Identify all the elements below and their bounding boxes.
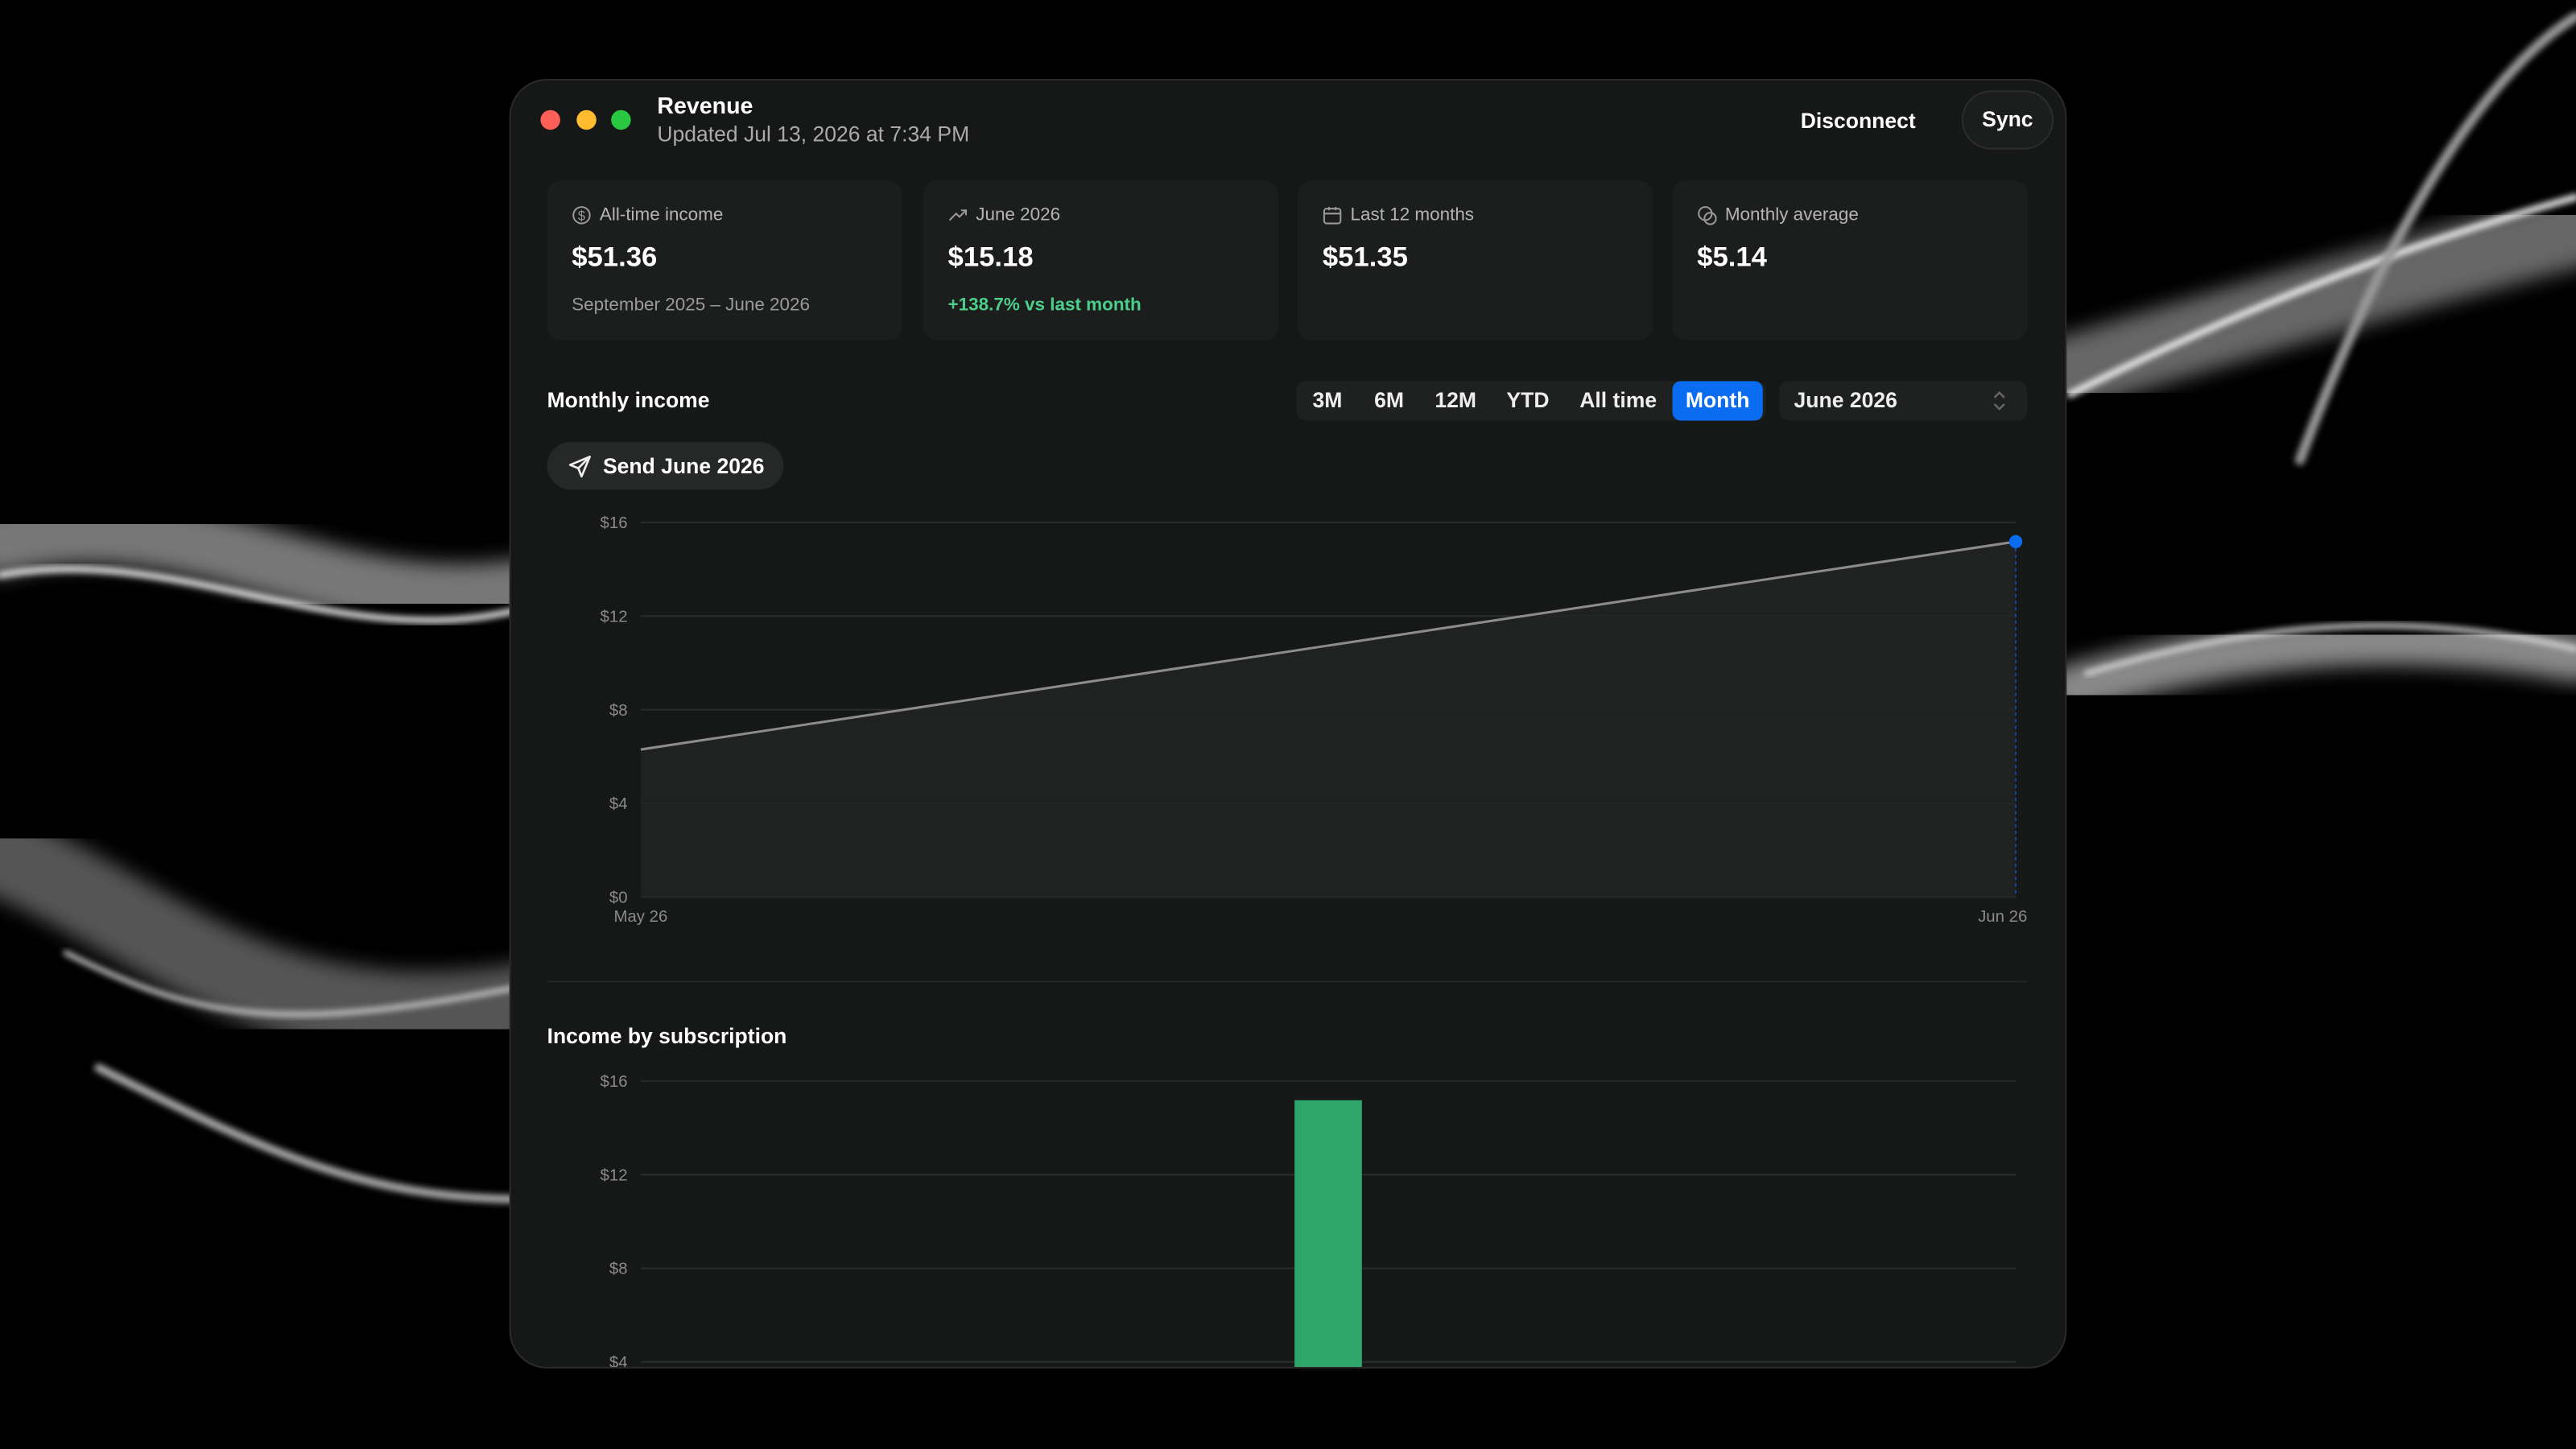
range-button[interactable]: 6M [1374, 387, 1404, 413]
stat-label-text: Last 12 months [1350, 205, 1475, 225]
separator [547, 980, 2028, 983]
send-icon [568, 454, 591, 477]
section-title: Income by subscription [547, 1023, 787, 1049]
stat-label-text: All-time income [599, 205, 724, 225]
send-button-text: Send June 2026 [602, 453, 765, 478]
chart-layer: $0 $4 $8 $12 $16 May 26 Jun 26 $4 $8 $12 $16 [601, 514, 2027, 1367]
period-select-text: June 2026 [1794, 387, 1897, 413]
stat-card: Monthly average $5.14 [1672, 180, 2028, 341]
chevron [1993, 391, 2005, 411]
icon: $ [572, 206, 591, 225]
range-control: 3M 6M 12M YTD All time Month [1296, 381, 1766, 421]
sync-button[interactable]: Sync [1963, 92, 2052, 148]
icon [1698, 206, 1717, 225]
charts: $0 $4 $8 $12 $16 May 26 Jun 26 $4 $8 $12 $16 [601, 514, 2027, 1367]
stat-label: June 2026 [948, 205, 1061, 225]
stat-value: $15.18 [947, 241, 1034, 273]
close-button[interactable] [540, 109, 560, 130]
x-tick-label: May 26 [613, 908, 667, 926]
disconnect-button[interactable]: Disconnect [1800, 108, 1916, 134]
stat-label-text: Monthly average [1724, 205, 1859, 225]
icon [948, 209, 968, 221]
stat-card: $ All-time income $51.36 September 2025 –… [547, 180, 902, 341]
stat-card: June 2026 $15.18 +138.7% vs last month [923, 180, 1278, 341]
x-tick-label: Jun 26 [1978, 908, 2027, 926]
y-tick-label: $0 [609, 889, 628, 906]
stat-value: $51.36 [572, 241, 658, 273]
range-button[interactable]: YTD [1506, 387, 1550, 413]
stat-label-text: June 2026 [976, 205, 1061, 225]
y-tick-label: $12 [601, 608, 628, 625]
window-title: Revenue [657, 92, 753, 118]
app-window: Revenue Updated Jul 13, 2026 at 7:34 PM … [510, 80, 2066, 1367]
window-subtitle: Updated Jul 13, 2026 at 7:34 PM [657, 122, 970, 147]
section-title: Monthly income [547, 387, 710, 413]
zoom-button[interactable] [611, 109, 631, 130]
range-button[interactable]: 3M [1312, 387, 1343, 413]
svg-text:$: $ [578, 208, 585, 223]
icon [1323, 207, 1342, 225]
y-tick-label: $4 [609, 795, 628, 813]
send-button[interactable]: Send June 2026 [547, 441, 784, 490]
bar [1294, 1100, 1362, 1367]
stat-card: Last 12 months $51.35 [1298, 180, 1653, 341]
highlight-point [2008, 535, 2023, 548]
stat-value: $51.35 [1322, 241, 1408, 273]
y-tick-label: $12 [601, 1166, 628, 1184]
y-tick-label: $16 [601, 514, 628, 532]
y-tick-label: $8 [609, 1261, 628, 1278]
line [640, 540, 2017, 751]
stat-value: $5.14 [1697, 241, 1767, 273]
range-button[interactable]: All time [1579, 387, 1657, 413]
stat-note: September 2025 – June 2026 [572, 295, 811, 316]
line-area [640, 541, 2017, 898]
stat-label: $ All-time income [572, 205, 723, 225]
y-tick-label: $4 [609, 1354, 628, 1367]
y-tick-label: $8 [609, 702, 628, 720]
stat-label: Monthly average [1697, 205, 1859, 225]
period-select[interactable]: June 2026 [1779, 381, 2028, 421]
range-button[interactable]: 12M [1435, 387, 1476, 413]
range-button[interactable]: Month [1672, 381, 1763, 421]
y-tick-label: $16 [601, 1073, 628, 1091]
minimize-button[interactable] [576, 109, 597, 130]
stat-note: +138.7% vs last month [947, 295, 1141, 316]
stat-label: Last 12 months [1323, 205, 1474, 225]
